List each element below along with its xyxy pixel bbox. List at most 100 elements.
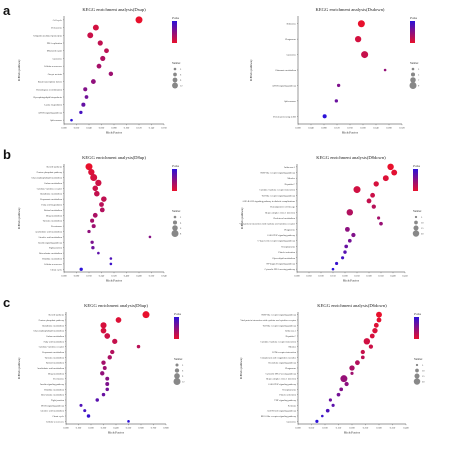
y-tick-label: Glycerophospholipid metabolism	[33, 331, 64, 333]
number-legend-title: Number	[414, 358, 423, 361]
y-tick-label: Glutamate metabolism	[275, 70, 296, 72]
x-tick-label: 0.160	[86, 274, 92, 277]
data-point	[376, 311, 382, 318]
y-tick-label: C-type lectin receptor signaling pathway	[258, 240, 296, 243]
pvalue-colorbar	[174, 317, 179, 339]
number-legend-label: 3	[418, 68, 420, 71]
x-axis-label: Rich Factor	[343, 279, 360, 283]
x-axis-label: Rich Factor	[342, 131, 359, 135]
data-point	[104, 333, 111, 339]
x-tick-label: 0.250	[354, 274, 360, 277]
data-point	[379, 221, 383, 226]
x-tick-label: 0.040	[86, 126, 92, 129]
x-tick-label: 0.640	[161, 274, 167, 277]
chart-title: KEGG enrichment analysis(D8up)	[82, 155, 146, 160]
y-tick-label: Complement and coagulation cascades	[260, 356, 296, 359]
y-tick-label: Glycerolipid metabolism	[272, 258, 295, 260]
number-legend-dot	[414, 373, 420, 379]
x-tick-label: 0.000	[295, 126, 301, 129]
x-tick-label: 0.000	[61, 274, 67, 277]
y-tick-label: Protein processing in ER	[273, 115, 296, 118]
y-tick-label: Oocyte meiosis	[48, 74, 62, 76]
y-tick-label: Pertussis	[288, 405, 296, 407]
y-tick-label: Toxoplasmosis	[282, 389, 296, 391]
data-point	[88, 168, 95, 176]
data-point	[357, 20, 365, 28]
y-tick-label: Phagosome	[284, 228, 295, 231]
x-tick-label: 0.240	[99, 274, 105, 277]
y-tick-label: Tight junction	[49, 247, 63, 250]
number-legend-label: 3	[182, 364, 184, 367]
y-tick-label: Toll-like receptor signaling pathway	[263, 324, 297, 327]
number-legend-dot	[409, 82, 417, 89]
number-legend-dot	[173, 215, 177, 219]
y-tick-label: JAK-STAT signaling pathway	[268, 383, 296, 386]
data-point	[373, 322, 379, 328]
enrichment-plot-d8up: KEGG enrichment analysis(D8up) Steroid sy…	[17, 155, 182, 283]
data-point	[360, 349, 365, 355]
data-point	[331, 267, 335, 271]
data-point	[142, 311, 150, 319]
data-point	[371, 204, 376, 209]
y-tick-label: NOD-like receptor signaling pathway	[261, 314, 296, 317]
number-legend-label: 3	[180, 68, 182, 71]
x-tick-label: 0.060	[99, 126, 105, 129]
data-point	[109, 257, 113, 260]
number-legend-label: 9	[180, 79, 182, 82]
x-axis-label: Rich Factor	[106, 279, 123, 283]
y-axis-label: KEGG pathway	[239, 357, 243, 379]
data-point	[79, 403, 83, 407]
data-point	[366, 198, 372, 204]
pvalue-colorbar	[413, 169, 418, 191]
y-tick-label: PPAR signaling pathway	[41, 404, 65, 407]
y-tick-label: Lysosome	[287, 421, 296, 423]
data-point	[105, 376, 110, 381]
data-point	[351, 232, 356, 238]
data-point	[349, 365, 355, 371]
data-point	[101, 392, 106, 397]
data-point	[136, 344, 141, 349]
y-tick-label: Arachidonic acid metabolism	[37, 367, 64, 370]
data-point	[83, 409, 87, 413]
data-point	[334, 99, 339, 103]
x-tick-label: 0.100	[318, 274, 324, 277]
pvalue-legend-title: Pvalue	[172, 17, 180, 20]
number-legend-title: Number	[413, 210, 422, 213]
y-tick-label: Arachidonic acid metabolism	[35, 231, 62, 234]
x-tick-label: 0.020	[74, 126, 80, 129]
y-tick-label: Glutathione metabolism	[42, 325, 64, 327]
number-legend-dot	[414, 215, 418, 219]
x-tick-label: 0.000	[63, 426, 69, 429]
data-point	[100, 322, 107, 329]
data-point	[328, 398, 332, 402]
number-legend-label: 6	[180, 227, 182, 230]
data-point	[101, 360, 106, 365]
pvalue-colorbar	[410, 21, 415, 43]
x-tick-label: 0.160	[347, 126, 353, 129]
x-tick-label: 0.350	[378, 274, 384, 277]
data-point	[109, 262, 113, 266]
data-point	[104, 48, 109, 54]
number-legend-dot	[173, 378, 181, 385]
data-point	[346, 209, 354, 216]
data-point	[92, 24, 99, 31]
data-point	[83, 87, 88, 92]
x-tick-label: 0.160	[161, 126, 167, 129]
y-tick-label: Steroid synthesis	[46, 167, 62, 169]
y-tick-label: Cytokine-cytokine receptor	[37, 188, 62, 190]
y-axis-label: KEGG pathway	[240, 207, 244, 229]
data-point	[79, 267, 83, 271]
data-point	[331, 403, 335, 407]
data-point	[81, 102, 86, 107]
y-tick-label: Measles	[287, 178, 295, 180]
number-legend-dot	[172, 225, 178, 231]
x-tick-label: 0.500	[126, 426, 132, 429]
number-legend-label: 12	[182, 381, 185, 384]
x-tick-label: 0.000	[61, 126, 67, 129]
y-tick-label: Tight junction	[51, 399, 65, 402]
data-point	[87, 32, 94, 39]
data-point	[95, 398, 99, 402]
x-tick-label: 0.100	[124, 126, 130, 129]
y-tick-label: TNF signaling pathway	[274, 399, 297, 402]
number-legend-label: 7	[418, 79, 420, 82]
